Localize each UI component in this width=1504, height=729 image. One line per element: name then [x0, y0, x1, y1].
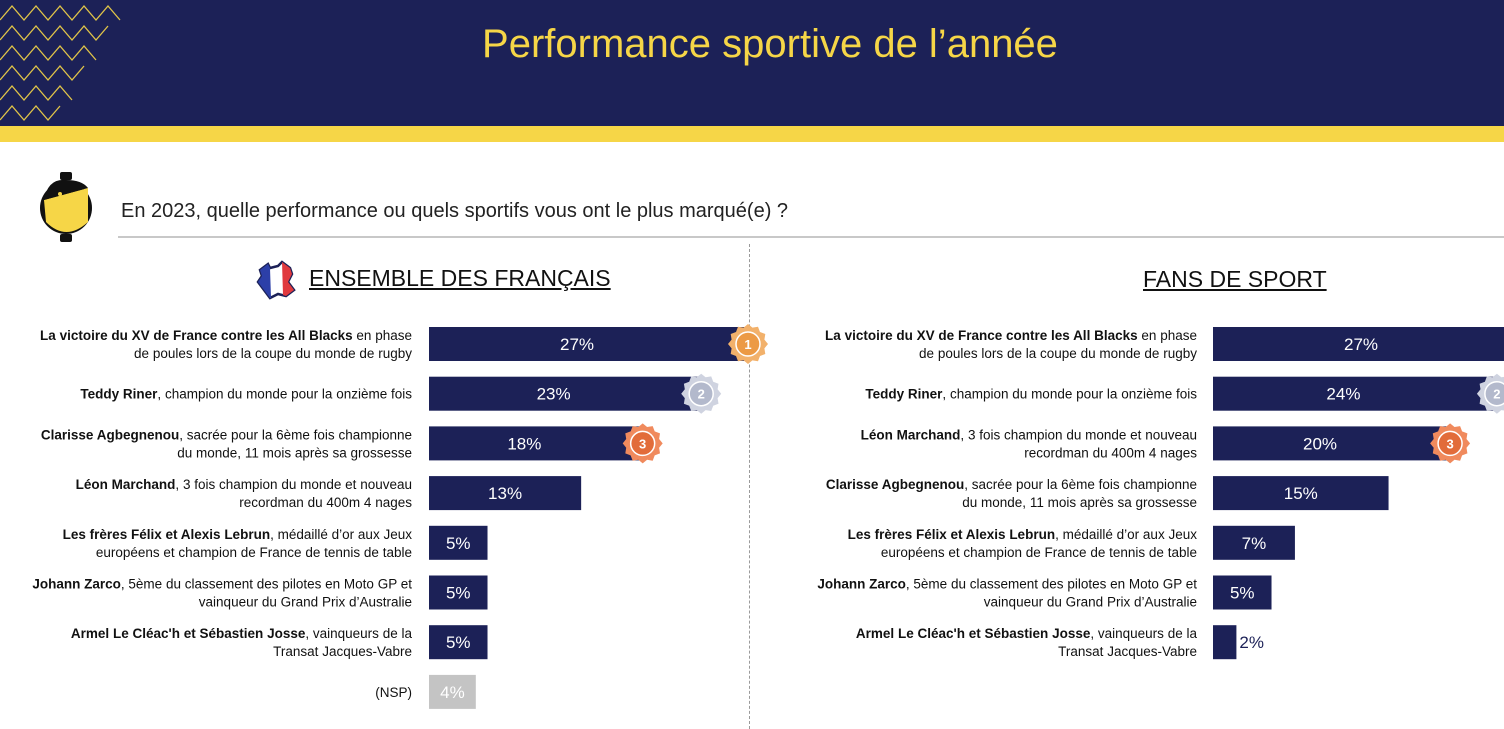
- question-underline: [118, 236, 1504, 238]
- header-banner: Performance sportive de l’année: [0, 0, 1504, 126]
- bar-value-label: 5%: [446, 633, 471, 652]
- medal-bronze-icon: 3: [622, 423, 663, 464]
- category-label: Les frères Félix et Alexis Lebrun, médai…: [848, 527, 1198, 560]
- category-label: La victoire du XV de France contre les A…: [40, 328, 412, 361]
- bar-value-label: 13%: [488, 484, 522, 503]
- medal-silver-icon: 2: [1476, 373, 1504, 414]
- bar: [429, 476, 582, 511]
- category-label: Teddy Riner, champion du monde pour la o…: [865, 387, 1197, 402]
- category-label: Armel Le Cléac'h et Sébastien Josse, vai…: [71, 626, 413, 659]
- svg-text:1: 1: [744, 337, 751, 352]
- chart-panel-fans: 27%1La victoire du XV de France contre l…: [817, 327, 1504, 660]
- bar-value-label: 4%: [440, 683, 465, 702]
- bar: [1213, 525, 1295, 560]
- bar: [429, 327, 745, 361]
- chart-panel-ensemble: 27% 1 La victoire du XV de France contre l…: [32, 324, 768, 709]
- category-label: Léon Marchand, 3 fois champion du monde …: [76, 477, 413, 510]
- bar: [1213, 327, 1504, 361]
- bar: [1213, 575, 1272, 610]
- logo-icon: [40, 172, 92, 242]
- bar-value-label: 18%: [507, 434, 541, 453]
- bar: [429, 674, 476, 709]
- category-label: La victoire du XV de France contre les A…: [825, 328, 1197, 361]
- bar: [1213, 376, 1494, 411]
- panel-title-ensemble: ENSEMBLE DES FRANÇAIS: [309, 265, 611, 291]
- page-title: Performance sportive de l’année: [482, 22, 1058, 66]
- bar: [1213, 625, 1237, 660]
- medal-bronze-icon: 3: [1430, 423, 1471, 464]
- category-label: Teddy Riner, champion du monde pour la o…: [80, 387, 412, 402]
- category-label: Johann Zarco, 5ème du classement des pil…: [32, 577, 412, 610]
- bar: [1213, 426, 1448, 461]
- bar-value-label: 23%: [537, 385, 571, 404]
- header-stripe: [0, 126, 1504, 142]
- bar-value-label: 2%: [1239, 633, 1264, 652]
- category-label: (NSP): [375, 685, 412, 700]
- bar-value-label: 5%: [446, 584, 471, 603]
- category-label: Clarisse Agbegnenou, sacrée pour la 6ème…: [41, 427, 412, 460]
- survey-question: En 2023, quelle performance ou quels spo…: [121, 200, 789, 222]
- medal-silver-icon: 2: [681, 373, 722, 414]
- bar-value-label: 7%: [1242, 534, 1267, 553]
- bar-value-label: 5%: [1230, 584, 1255, 603]
- bar: [429, 625, 488, 660]
- bar-value-label: 20%: [1303, 434, 1337, 453]
- bar: [1213, 476, 1389, 511]
- chevron-pattern-decoration: [0, 5, 121, 121]
- bar-value-label: 27%: [560, 335, 594, 354]
- bar-value-label: 15%: [1284, 484, 1318, 503]
- category-label: Clarisse Agbegnenou, sacrée pour la 6ème…: [826, 477, 1197, 510]
- bar-value-label: 5%: [446, 534, 471, 553]
- bar: [429, 525, 488, 560]
- svg-text:3: 3: [1446, 436, 1453, 451]
- bar: [429, 376, 699, 411]
- svg-text:3: 3: [639, 436, 646, 451]
- bar-value-label: 27%: [1344, 335, 1378, 354]
- panel-divider: [749, 244, 750, 729]
- svg-text:2: 2: [1493, 387, 1500, 402]
- category-label: Léon Marchand, 3 fois champion du monde …: [861, 427, 1198, 460]
- category-label: Armel Le Cléac'h et Sébastien Josse, vai…: [856, 626, 1198, 659]
- category-label: Les frères Félix et Alexis Lebrun, médai…: [63, 527, 413, 560]
- bar-value-label: 24%: [1326, 385, 1360, 404]
- category-label: Johann Zarco, 5ème du classement des pil…: [817, 577, 1197, 610]
- bar: [429, 426, 640, 461]
- france-flag-icon: [256, 260, 296, 300]
- bar: [429, 575, 488, 610]
- panel-title-fans: FANS DE SPORT: [1143, 266, 1327, 292]
- svg-text:2: 2: [698, 387, 705, 402]
- medal-gold-icon: 1: [728, 324, 768, 364]
